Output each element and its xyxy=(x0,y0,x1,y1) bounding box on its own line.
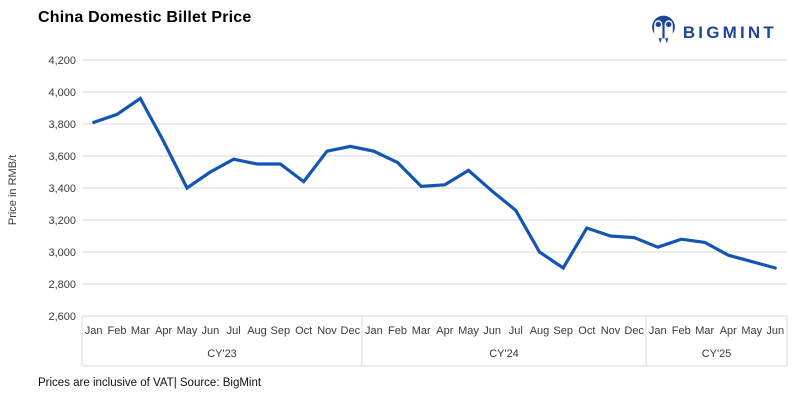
svg-text:Feb: Feb xyxy=(672,325,691,337)
svg-text:Dec: Dec xyxy=(624,325,644,337)
svg-text:Aug: Aug xyxy=(530,325,550,337)
svg-text:Apr: Apr xyxy=(436,325,453,337)
svg-text:Mar: Mar xyxy=(131,325,150,337)
svg-text:Mar: Mar xyxy=(412,325,431,337)
svg-text:3,600: 3,600 xyxy=(48,151,76,163)
svg-text:4,200: 4,200 xyxy=(48,55,76,67)
bigmint-logo: BIGMINT xyxy=(650,15,777,51)
svg-text:3,800: 3,800 xyxy=(48,119,76,131)
svg-text:Nov: Nov xyxy=(317,325,337,337)
svg-text:CY'23: CY'23 xyxy=(207,348,237,360)
bigmint-logo-text: BIGMINT xyxy=(682,23,777,42)
svg-text:May: May xyxy=(458,325,479,337)
svg-text:Jul: Jul xyxy=(509,325,523,337)
svg-text:3,400: 3,400 xyxy=(48,183,76,195)
svg-text:CY'24: CY'24 xyxy=(489,348,519,360)
bigmint-mascot-icon xyxy=(650,15,677,51)
svg-text:2,800: 2,800 xyxy=(48,279,76,291)
svg-text:Apr: Apr xyxy=(155,325,172,337)
svg-text:Dec: Dec xyxy=(341,325,361,337)
svg-text:Jul: Jul xyxy=(227,325,241,337)
svg-text:Jun: Jun xyxy=(201,325,219,337)
svg-text:May: May xyxy=(741,325,762,337)
svg-text:2,600: 2,600 xyxy=(48,311,76,323)
svg-text:3,200: 3,200 xyxy=(48,215,76,227)
svg-text:Jun: Jun xyxy=(483,325,501,337)
svg-text:Mar: Mar xyxy=(695,325,714,337)
svg-text:May: May xyxy=(177,325,198,337)
svg-text:Sep: Sep xyxy=(553,325,573,337)
svg-text:Feb: Feb xyxy=(388,325,407,337)
chart-title: China Domestic Billet Price xyxy=(38,9,252,26)
svg-text:Sep: Sep xyxy=(271,325,291,337)
svg-text:Nov: Nov xyxy=(601,325,621,337)
svg-text:Feb: Feb xyxy=(108,325,127,337)
svg-text:Jan: Jan xyxy=(85,325,103,337)
svg-text:Oct: Oct xyxy=(578,325,595,337)
svg-text:4,000: 4,000 xyxy=(48,87,76,99)
footer-note: Prices are inclusive of VAT| Source: Big… xyxy=(38,377,262,389)
svg-text:Apr: Apr xyxy=(720,325,737,337)
svg-text:Jan: Jan xyxy=(365,325,383,337)
svg-text:CY'25: CY'25 xyxy=(702,348,732,360)
svg-text:Jan: Jan xyxy=(649,325,667,337)
svg-text:Oct: Oct xyxy=(295,325,312,337)
svg-text:Jun: Jun xyxy=(766,325,784,337)
svg-text:Price in RMB/t: Price in RMB/t xyxy=(7,155,19,225)
svg-text:Aug: Aug xyxy=(247,325,267,337)
svg-text:3,000: 3,000 xyxy=(48,247,76,259)
